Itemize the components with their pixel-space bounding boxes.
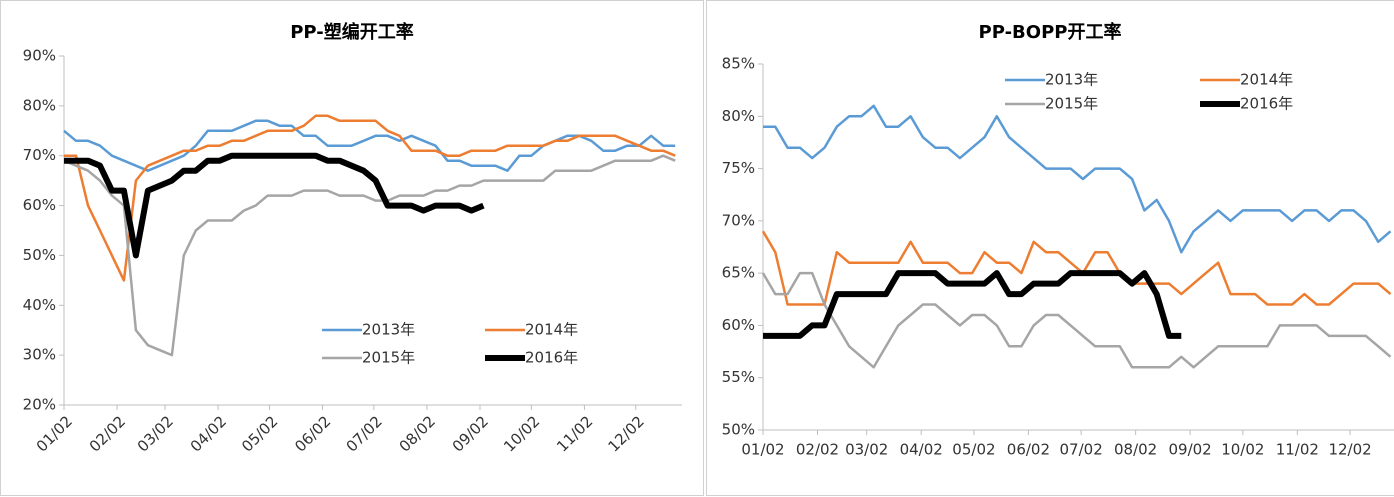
- legend-label: 2014年: [1240, 71, 1293, 89]
- plot-area: [761, 104, 1392, 369]
- x-tick-label: 02/02: [796, 441, 839, 459]
- legend-label: 2015年: [1045, 95, 1098, 113]
- chart-title: PP-塑编开工率: [290, 21, 414, 43]
- series-line: [63, 119, 676, 172]
- y-tick-label: 55%: [722, 368, 755, 386]
- legend-label: 2015年: [362, 349, 415, 367]
- y-tick-label: 50%: [722, 421, 755, 439]
- y-tick-label: 85%: [722, 55, 755, 73]
- series-line: [761, 271, 1392, 369]
- x-tick-label: 05/02: [952, 441, 995, 459]
- series-line: [763, 270, 1182, 339]
- x-tick-label: 12/02: [1328, 441, 1371, 459]
- series-line: [64, 114, 676, 282]
- plot-area: [63, 114, 676, 357]
- x-tick-label: 03/02: [845, 441, 888, 459]
- chart-title: PP-BOPP开工率: [979, 21, 1122, 43]
- legend-label: 2014年: [525, 321, 578, 339]
- y-tick-label: 50%: [23, 246, 56, 264]
- x-tick-label: 06/02: [1007, 441, 1050, 459]
- y-tick-label: 90%: [23, 47, 56, 65]
- x-tick-label: 09/02: [1168, 441, 1211, 459]
- y-tick-label: 80%: [23, 96, 56, 114]
- x-tick-label: 08/02: [1114, 441, 1157, 459]
- x-tick-label: 11/02: [1276, 441, 1319, 459]
- y-tick-label: 30%: [23, 346, 56, 364]
- y-tick-label: 20%: [23, 396, 56, 414]
- series-line: [761, 230, 1392, 306]
- legend-label: 2016年: [1240, 95, 1293, 113]
- legend-label: 2013年: [1045, 71, 1098, 89]
- y-tick-label: 75%: [722, 159, 755, 177]
- x-tick-label: 04/02: [900, 441, 943, 459]
- series-line: [64, 152, 485, 259]
- x-tick-label: 01/02: [741, 441, 784, 459]
- y-tick-label: 80%: [722, 107, 755, 125]
- y-tick-label: 65%: [722, 264, 755, 282]
- x-tick-label: 10/02: [1221, 441, 1264, 459]
- panel: [706, 0, 1394, 496]
- y-tick-label: 70%: [722, 211, 755, 229]
- series-line: [763, 104, 1392, 254]
- series-line: [63, 154, 676, 357]
- y-tick-label: 70%: [23, 146, 56, 164]
- y-tick-label: 60%: [722, 316, 755, 334]
- panel: [0, 0, 704, 496]
- legend-label: 2016年: [525, 349, 578, 367]
- y-tick-label: 40%: [23, 296, 56, 314]
- y-tick-label: 60%: [23, 196, 56, 214]
- legend-label: 2013年: [362, 321, 415, 339]
- x-tick-label: 07/02: [1060, 441, 1103, 459]
